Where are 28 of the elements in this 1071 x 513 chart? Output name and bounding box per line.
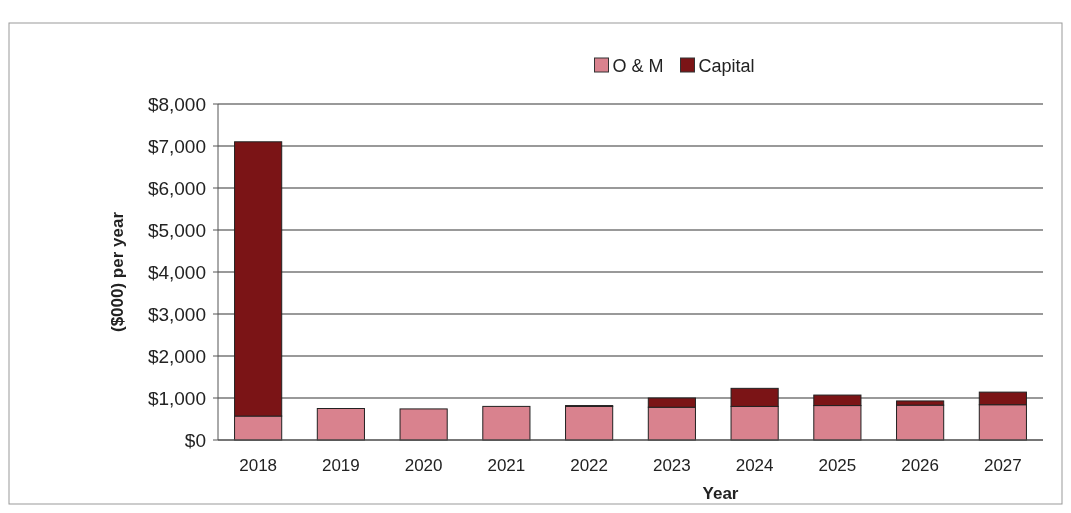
y-tick-label: $3,000 <box>147 303 206 325</box>
x-tick-label: 2024 <box>735 456 774 475</box>
legend-label: O & M <box>612 56 664 77</box>
bar <box>399 408 448 441</box>
y-tick-label: $7,000 <box>147 135 206 157</box>
x-tick-label: 2023 <box>652 456 691 475</box>
x-tick-label: 2018 <box>239 456 278 475</box>
y-tick-label: $6,000 <box>147 177 206 199</box>
x-tick-label: 2019 <box>321 456 360 475</box>
x-axis-title: Year <box>702 484 739 503</box>
y-tick-label: $8,000 <box>147 93 206 115</box>
y-tick-label: $1,000 <box>147 387 206 409</box>
y-tick-label: $5,000 <box>147 219 206 241</box>
x-tick-label: 2026 <box>901 456 940 475</box>
y-axis-title: ($000) per year <box>108 211 127 333</box>
legend-label: Capital <box>698 56 755 77</box>
y-tick-label: $2,000 <box>147 345 206 367</box>
x-tick-label: 2025 <box>818 456 857 475</box>
x-tick-label: 2027 <box>983 456 1022 475</box>
y-tick-label: $0 <box>184 429 206 451</box>
y-tick-label: $4,000 <box>147 261 206 283</box>
bar <box>316 408 365 441</box>
x-tick-label: 2021 <box>487 456 526 475</box>
bar <box>482 405 531 441</box>
x-tick-label: 2020 <box>404 456 443 475</box>
bar <box>565 405 614 441</box>
x-tick-label: 2022 <box>570 456 609 475</box>
bar <box>896 404 945 441</box>
